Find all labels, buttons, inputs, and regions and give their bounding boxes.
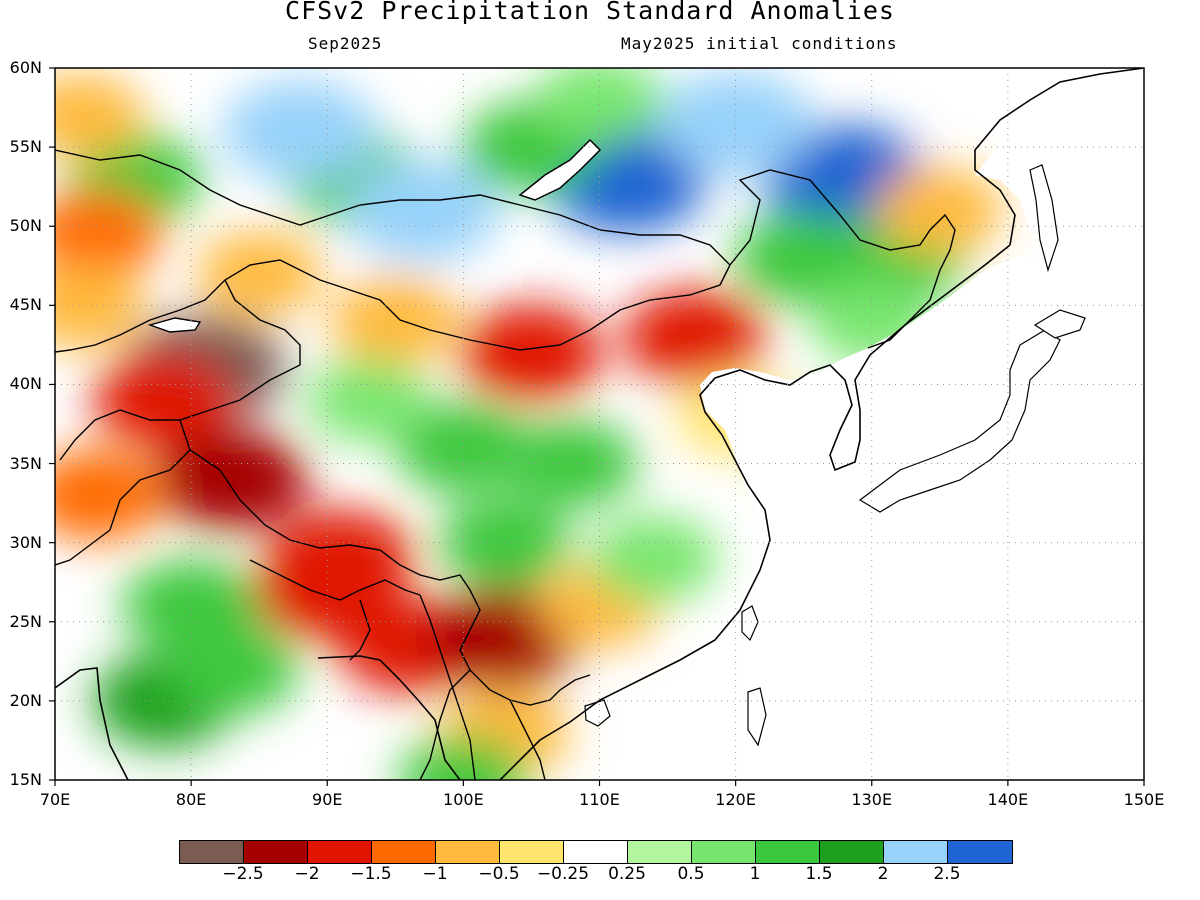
lat-label: 60N	[9, 58, 42, 77]
lon-label: 70E	[39, 790, 71, 809]
anomaly-region-26	[197, 231, 322, 316]
ocean-mask-okhotsk	[975, 68, 1144, 255]
lat-label: 45N	[9, 295, 42, 315]
anomaly-region-40	[55, 73, 144, 158]
taiwan-land	[741, 605, 759, 642]
legend-label: 2	[877, 864, 889, 884]
legend-label: 1.5	[805, 864, 833, 884]
lon-label: 110E	[579, 790, 620, 809]
lat-label: 20N	[9, 690, 42, 710]
anomaly-region-35	[307, 358, 430, 442]
coastline-north	[974, 68, 1144, 246]
legend-label: −0.25	[536, 864, 590, 884]
lon-label: 90E	[312, 790, 343, 809]
anomaly-region-21	[459, 304, 604, 401]
legend-label: −1.5	[350, 864, 392, 884]
lat-label: 40N	[9, 374, 42, 394]
legend-swatch	[180, 841, 244, 863]
legend-swatch	[820, 841, 884, 863]
anomaly-field	[55, 68, 1144, 780]
philippines-land	[747, 687, 767, 747]
legend-swatch	[948, 841, 1012, 863]
anomaly-region-4	[657, 71, 814, 176]
color-legend	[179, 840, 1013, 864]
lon-label: 140E	[987, 790, 1029, 809]
anomaly-region-11	[55, 262, 146, 349]
lon-label: 120E	[715, 790, 756, 809]
country-borders	[55, 149, 956, 780]
anomaly-region-33	[164, 624, 299, 715]
anomaly-region-22	[623, 289, 766, 385]
anomaly-region-10	[55, 189, 162, 279]
anomaly-region-7	[734, 211, 873, 305]
initial-conditions: May2025 initial conditions	[621, 34, 898, 53]
anomaly-region-13	[92, 352, 235, 448]
lat-label: 30N	[9, 532, 42, 552]
lake-balkhash	[147, 317, 202, 333]
lat-label: 55N	[9, 137, 42, 157]
legend-swatch	[756, 841, 820, 863]
legend-label: 2.5	[933, 864, 961, 884]
lon-label: 130E	[851, 790, 893, 809]
anomaly-region-27	[395, 401, 532, 494]
legend-swatch	[372, 841, 436, 863]
anomaly-region-14	[155, 428, 308, 530]
anomaly-region-29	[438, 498, 571, 588]
legend-label: 1	[749, 864, 761, 884]
legend-swatch	[244, 841, 308, 863]
legend-swatch	[436, 841, 500, 863]
legend-label: −1	[422, 864, 448, 884]
legend-swatch	[884, 841, 948, 863]
lat-label: 15N	[9, 770, 42, 789]
anomaly-region-5	[346, 159, 499, 261]
lat-label: 50N	[9, 216, 42, 236]
lon-label: 80E	[175, 790, 207, 809]
legend-swatch	[500, 841, 564, 863]
anomaly-region-39	[536, 68, 663, 143]
lon-label: 150E	[1123, 790, 1165, 809]
legend-label: −2.5	[222, 864, 264, 884]
anomaly-region-28	[507, 419, 638, 508]
legend-swatch	[628, 841, 692, 863]
legend-swatch	[564, 841, 628, 863]
anomaly-region-15	[55, 450, 163, 541]
sakhalin-land	[1029, 164, 1059, 273]
axis-ticks	[49, 67, 1145, 786]
japan-land	[858, 329, 1061, 513]
anomaly-region-30	[589, 515, 718, 602]
legend-swatch	[692, 841, 756, 863]
valid-month: Sep2025	[308, 34, 383, 53]
legend-swatch	[308, 841, 372, 863]
anomaly-region-25	[876, 167, 1003, 254]
lat-label: 25N	[9, 611, 42, 631]
legend-label: −2	[294, 864, 320, 884]
anomaly-region-1	[223, 80, 378, 183]
legend-label: 0.25	[608, 864, 646, 884]
map-title: CFSv2 Precipitation Standard Anomalies	[285, 0, 895, 25]
lat-label: 35N	[9, 453, 42, 473]
legend-label: 0.5	[677, 864, 705, 884]
coastline	[55, 244, 1011, 780]
legend-label: −0.5	[478, 864, 520, 884]
anomaly-region-23	[330, 277, 461, 366]
lake-baikal	[518, 138, 602, 201]
hokkaido-land	[1033, 309, 1086, 339]
lon-label: 100E	[443, 790, 484, 809]
